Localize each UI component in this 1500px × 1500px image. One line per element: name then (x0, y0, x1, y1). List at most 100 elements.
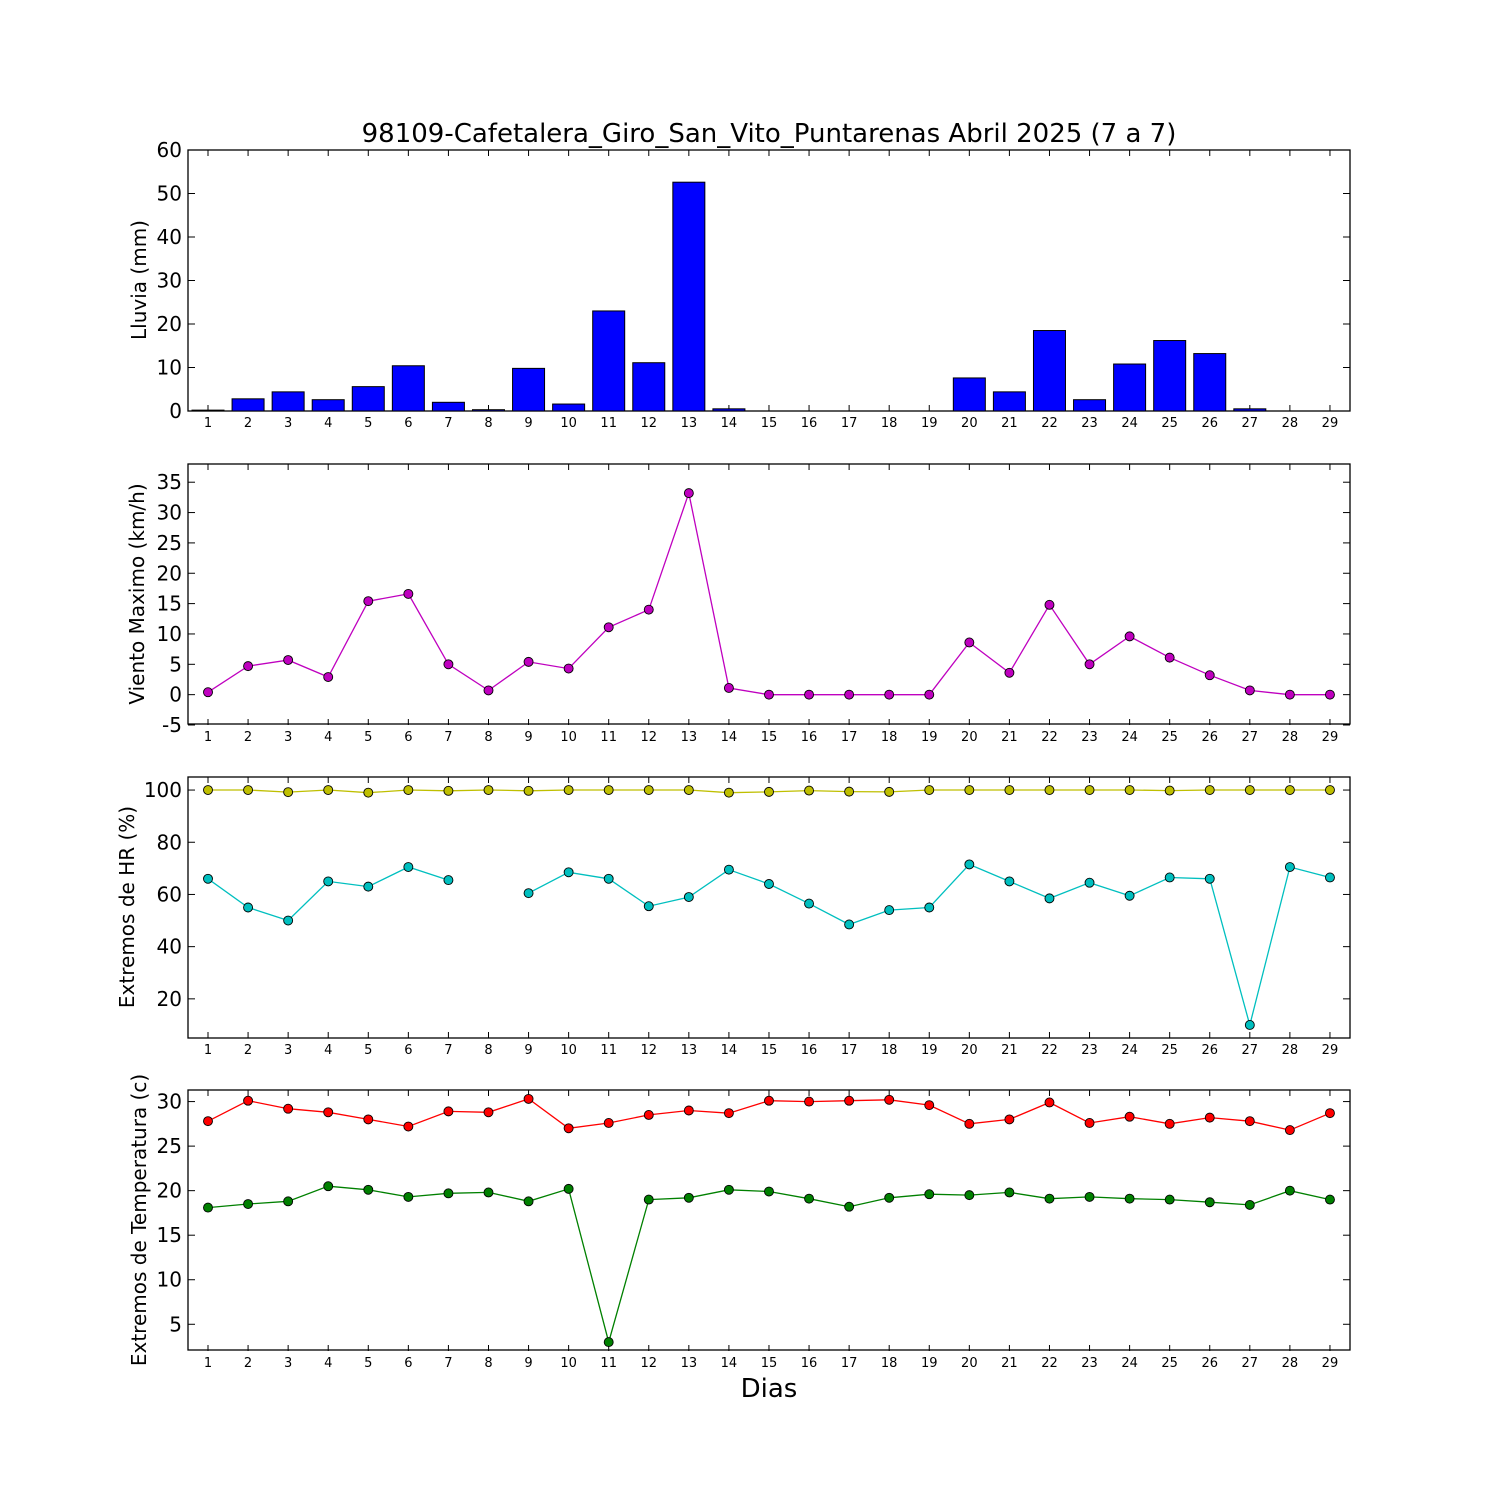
wind-xtick-label: 1 (204, 730, 212, 745)
humidity-series-line (207, 866, 449, 922)
wind-xtick-label: 10 (560, 730, 577, 745)
rain-xtick-label: 3 (284, 416, 292, 431)
humidity-ytick-label: 80 (157, 830, 182, 854)
temperature-point (1084, 1118, 1095, 1128)
rain-bar (431, 401, 465, 412)
wind-xtick-label: 26 (1201, 730, 1218, 745)
humidity-xtick-label: 16 (801, 1043, 818, 1058)
temperature-point (283, 1196, 294, 1207)
humidity-point (283, 787, 294, 798)
temperature-point (203, 1116, 213, 1127)
humidity-xtick-label: 25 (1161, 1043, 1178, 1058)
temperature-point (964, 1190, 975, 1201)
humidity-xtick-label: 24 (1121, 1043, 1138, 1058)
rain-xtick-label: 16 (801, 416, 818, 431)
rain-xtick-label: 14 (721, 416, 738, 431)
temperature-point (924, 1189, 935, 1200)
temperature-point (1204, 1197, 1215, 1208)
temperature-xtick-label: 15 (761, 1356, 778, 1371)
humidity-point (723, 787, 734, 798)
wind-point (964, 637, 975, 648)
wind-point (563, 663, 574, 674)
temperature-point (323, 1181, 334, 1192)
humidity-xtick-label: 7 (444, 1043, 452, 1058)
temperature-xtick-label: 22 (1041, 1356, 1058, 1371)
wind-ytick-label: 10 (157, 622, 182, 646)
wind-xtick-label: 15 (761, 730, 778, 745)
humidity-xtick-label: 5 (364, 1043, 372, 1058)
temperature-point (323, 1107, 334, 1118)
wind-xtick-label: 20 (961, 730, 978, 745)
humidity-point (1204, 873, 1215, 884)
wind-point (764, 689, 774, 700)
temperature-point (283, 1103, 294, 1114)
humidity-point (804, 785, 814, 796)
humidity-point (1004, 785, 1015, 795)
temperature-point (1204, 1112, 1215, 1123)
temperature-point (563, 1123, 574, 1134)
rain-xtick-label: 5 (364, 416, 372, 431)
temperature-plot-frame (187, 1089, 1351, 1351)
temperature-point (1284, 1185, 1295, 1196)
rain-ytick-label: 40 (157, 225, 182, 249)
temperature-point (723, 1108, 734, 1119)
wind-point (884, 689, 895, 700)
humidity-xtick-label: 18 (881, 1043, 898, 1058)
wind-xtick-label: 21 (1001, 730, 1018, 745)
humidity-point (683, 785, 694, 795)
humidity-point (884, 905, 895, 916)
rain-ytick-label: 60 (157, 138, 182, 162)
wind-point (1244, 685, 1255, 696)
rain-xtick-label: 12 (640, 416, 657, 431)
humidity-point (323, 785, 334, 795)
temperature-xtick-label: 29 (1322, 1356, 1339, 1371)
humidity-point (243, 785, 254, 795)
wind-ytick-label: 35 (157, 470, 182, 494)
wind-point (483, 685, 494, 696)
rain-xtick-label: 26 (1201, 416, 1218, 431)
humidity-ytick-label: 40 (157, 935, 182, 959)
wind-ytick-label: 25 (157, 531, 182, 555)
wind-point (683, 488, 694, 499)
wind-xtick-label: 7 (444, 730, 452, 745)
rain-ytick-label: 50 (157, 182, 182, 206)
temperature-point (603, 1337, 614, 1348)
temperature-xtick-label: 8 (484, 1356, 492, 1371)
temperature-point (964, 1118, 975, 1129)
temperature-xtick-label: 28 (1282, 1356, 1299, 1371)
rain-bar (512, 367, 546, 412)
wind-xtick-label: 19 (921, 730, 938, 745)
humidity-point (643, 785, 654, 795)
wind-xtick-label: 8 (484, 730, 492, 745)
humidity-point (1044, 893, 1055, 904)
temperature-point (804, 1096, 814, 1107)
temperature-point (643, 1194, 654, 1205)
humidity-point (924, 785, 935, 795)
rain-bar (952, 377, 986, 412)
humidity-point (203, 785, 213, 795)
humidity-xtick-label: 29 (1322, 1043, 1339, 1058)
temperature-xtick-label: 1 (204, 1356, 212, 1371)
wind-point (403, 588, 414, 599)
humidity-xtick-label: 2 (244, 1043, 252, 1058)
humidity-point (1044, 785, 1055, 795)
temperature-point (844, 1095, 855, 1106)
humidity-point (1244, 785, 1255, 795)
rain-bar (1153, 340, 1187, 412)
temperature-xtick-label: 13 (681, 1356, 698, 1371)
temperature-xtick-label: 17 (841, 1356, 858, 1371)
humidity-point (1284, 862, 1295, 872)
rain-xtick-label: 27 (1242, 416, 1259, 431)
wind-xtick-label: 18 (881, 730, 898, 745)
temperature-point (1244, 1199, 1255, 1210)
humidity-point (1084, 785, 1095, 795)
rain-bar (632, 362, 666, 412)
wind-point (1124, 631, 1135, 642)
temperature-point (884, 1192, 895, 1203)
humidity-point (1325, 872, 1335, 883)
humidity-point (1164, 872, 1175, 883)
humidity-xtick-label: 9 (524, 1043, 532, 1058)
humidity-ytick-label: 60 (157, 882, 182, 906)
wind-point (1004, 667, 1015, 678)
temperature-point (683, 1105, 694, 1116)
